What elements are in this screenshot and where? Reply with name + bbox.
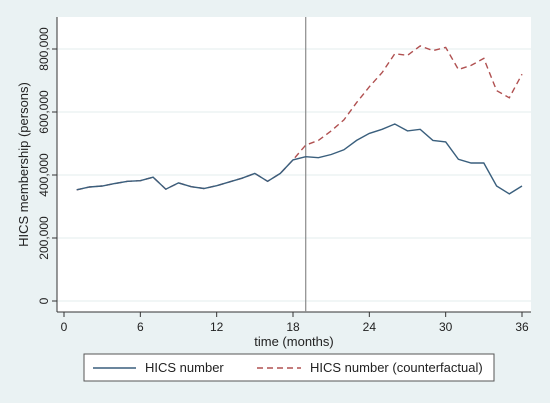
- series-line-hics-number: [76, 123, 523, 195]
- x-tick-label: 0: [61, 320, 68, 334]
- y-tick-label: 800,000: [37, 27, 51, 71]
- x-tick-label: 6: [137, 320, 144, 334]
- legend-label-hics-counterfactual: HICS number (counterfactual): [310, 360, 483, 375]
- y-tick-label: 0: [37, 297, 51, 304]
- legend-label-hics-number: HICS number: [145, 360, 224, 375]
- y-tick-label: 400,000: [37, 153, 51, 197]
- y-axis-title: HICS membership (persons): [16, 82, 31, 247]
- y-tick-label: 600,000: [37, 90, 51, 134]
- x-tick-label: 18: [286, 320, 300, 334]
- y-tick-label: 200,000: [37, 216, 51, 260]
- plot-area: [57, 17, 531, 312]
- x-tick-label: 36: [515, 320, 529, 334]
- x-tick-label: 30: [439, 320, 453, 334]
- x-axis-title: time (months): [254, 334, 333, 349]
- x-tick-label: 24: [363, 320, 377, 334]
- legend: HICS number HICS number (counterfactual): [83, 353, 495, 382]
- x-tick-label: 12: [210, 320, 224, 334]
